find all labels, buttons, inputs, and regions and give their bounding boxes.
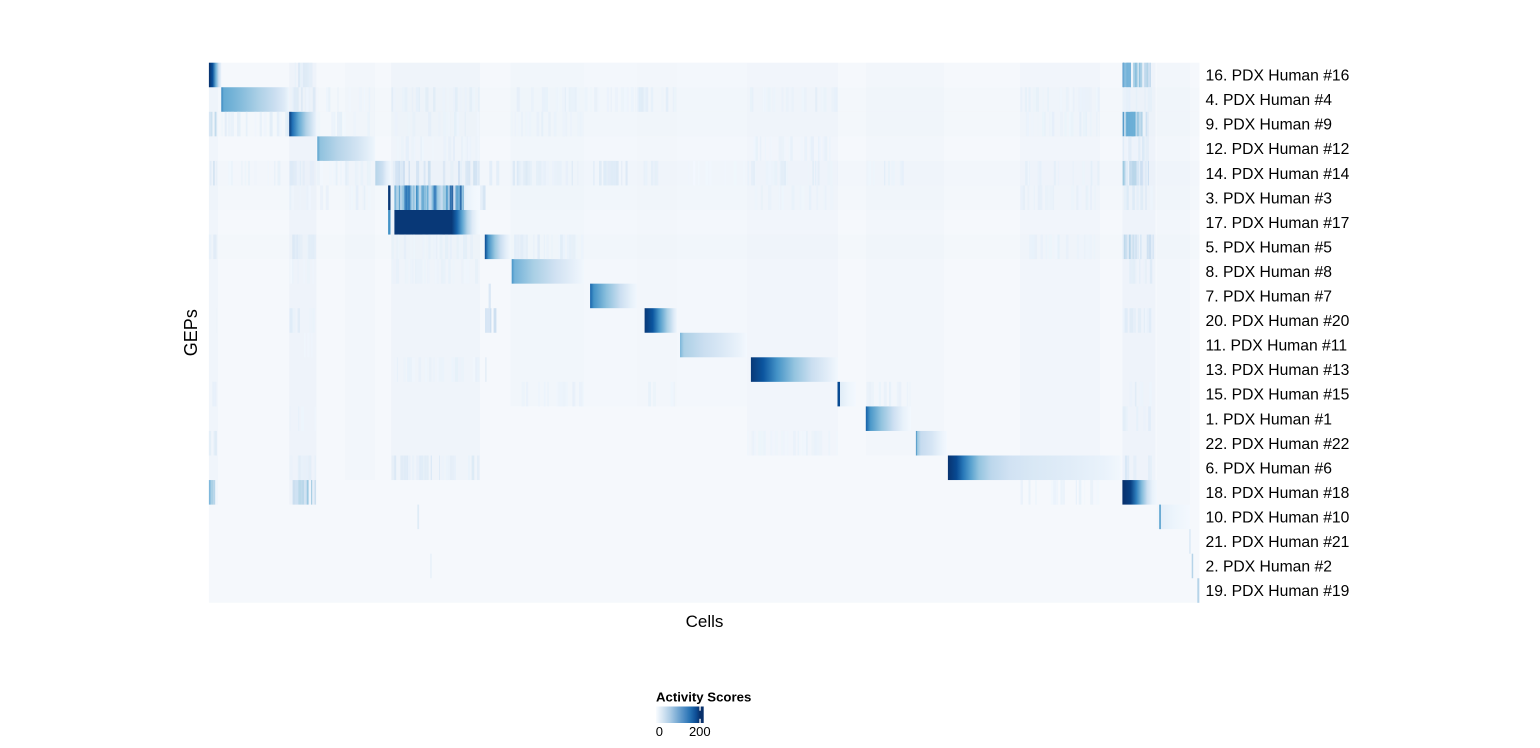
svg-text:16. PDX Human #16: 16. PDX Human #16 bbox=[1206, 68, 1350, 85]
svg-text:3. PDX Human #3: 3. PDX Human #3 bbox=[1206, 190, 1333, 207]
svg-text:7. PDX Human #7: 7. PDX Human #7 bbox=[1206, 289, 1332, 306]
svg-text:14. PDX Human #14: 14. PDX Human #14 bbox=[1206, 166, 1350, 183]
svg-text:17. PDX Human #17: 17. PDX Human #17 bbox=[1206, 215, 1350, 232]
svg-text:Cells: Cells bbox=[686, 612, 724, 631]
svg-text:2. PDX Human #2: 2. PDX Human #2 bbox=[1206, 559, 1332, 576]
svg-text:0: 0 bbox=[656, 724, 663, 739]
svg-text:10. PDX Human #10: 10. PDX Human #10 bbox=[1206, 510, 1350, 527]
svg-text:21. PDX Human #21: 21. PDX Human #21 bbox=[1206, 534, 1350, 551]
svg-text:12. PDX Human #12: 12. PDX Human #12 bbox=[1206, 141, 1350, 158]
svg-text:GEPs: GEPs bbox=[181, 309, 201, 356]
svg-text:6. PDX Human #6: 6. PDX Human #6 bbox=[1206, 460, 1333, 477]
svg-text:8. PDX Human #8: 8. PDX Human #8 bbox=[1206, 264, 1333, 281]
svg-text:15. PDX Human #15: 15. PDX Human #15 bbox=[1206, 387, 1350, 404]
svg-text:11. PDX Human #11: 11. PDX Human #11 bbox=[1206, 338, 1348, 355]
svg-text:9. PDX Human #9: 9. PDX Human #9 bbox=[1206, 117, 1332, 134]
svg-text:1. PDX Human #1: 1. PDX Human #1 bbox=[1206, 411, 1332, 428]
svg-text:18. PDX Human #18: 18. PDX Human #18 bbox=[1206, 485, 1350, 502]
svg-text:19. PDX Human #19: 19. PDX Human #19 bbox=[1206, 583, 1350, 600]
svg-text:5. PDX Human #5: 5. PDX Human #5 bbox=[1206, 239, 1333, 256]
svg-text:4. PDX Human #4: 4. PDX Human #4 bbox=[1206, 92, 1333, 109]
svg-text:200: 200 bbox=[689, 724, 711, 739]
svg-text:20. PDX Human #20: 20. PDX Human #20 bbox=[1206, 313, 1350, 330]
svg-text:Activity Scores: Activity Scores bbox=[656, 690, 751, 705]
svg-text:13. PDX Human #13: 13. PDX Human #13 bbox=[1206, 362, 1350, 379]
svg-text:22. PDX Human #22: 22. PDX Human #22 bbox=[1206, 436, 1350, 453]
